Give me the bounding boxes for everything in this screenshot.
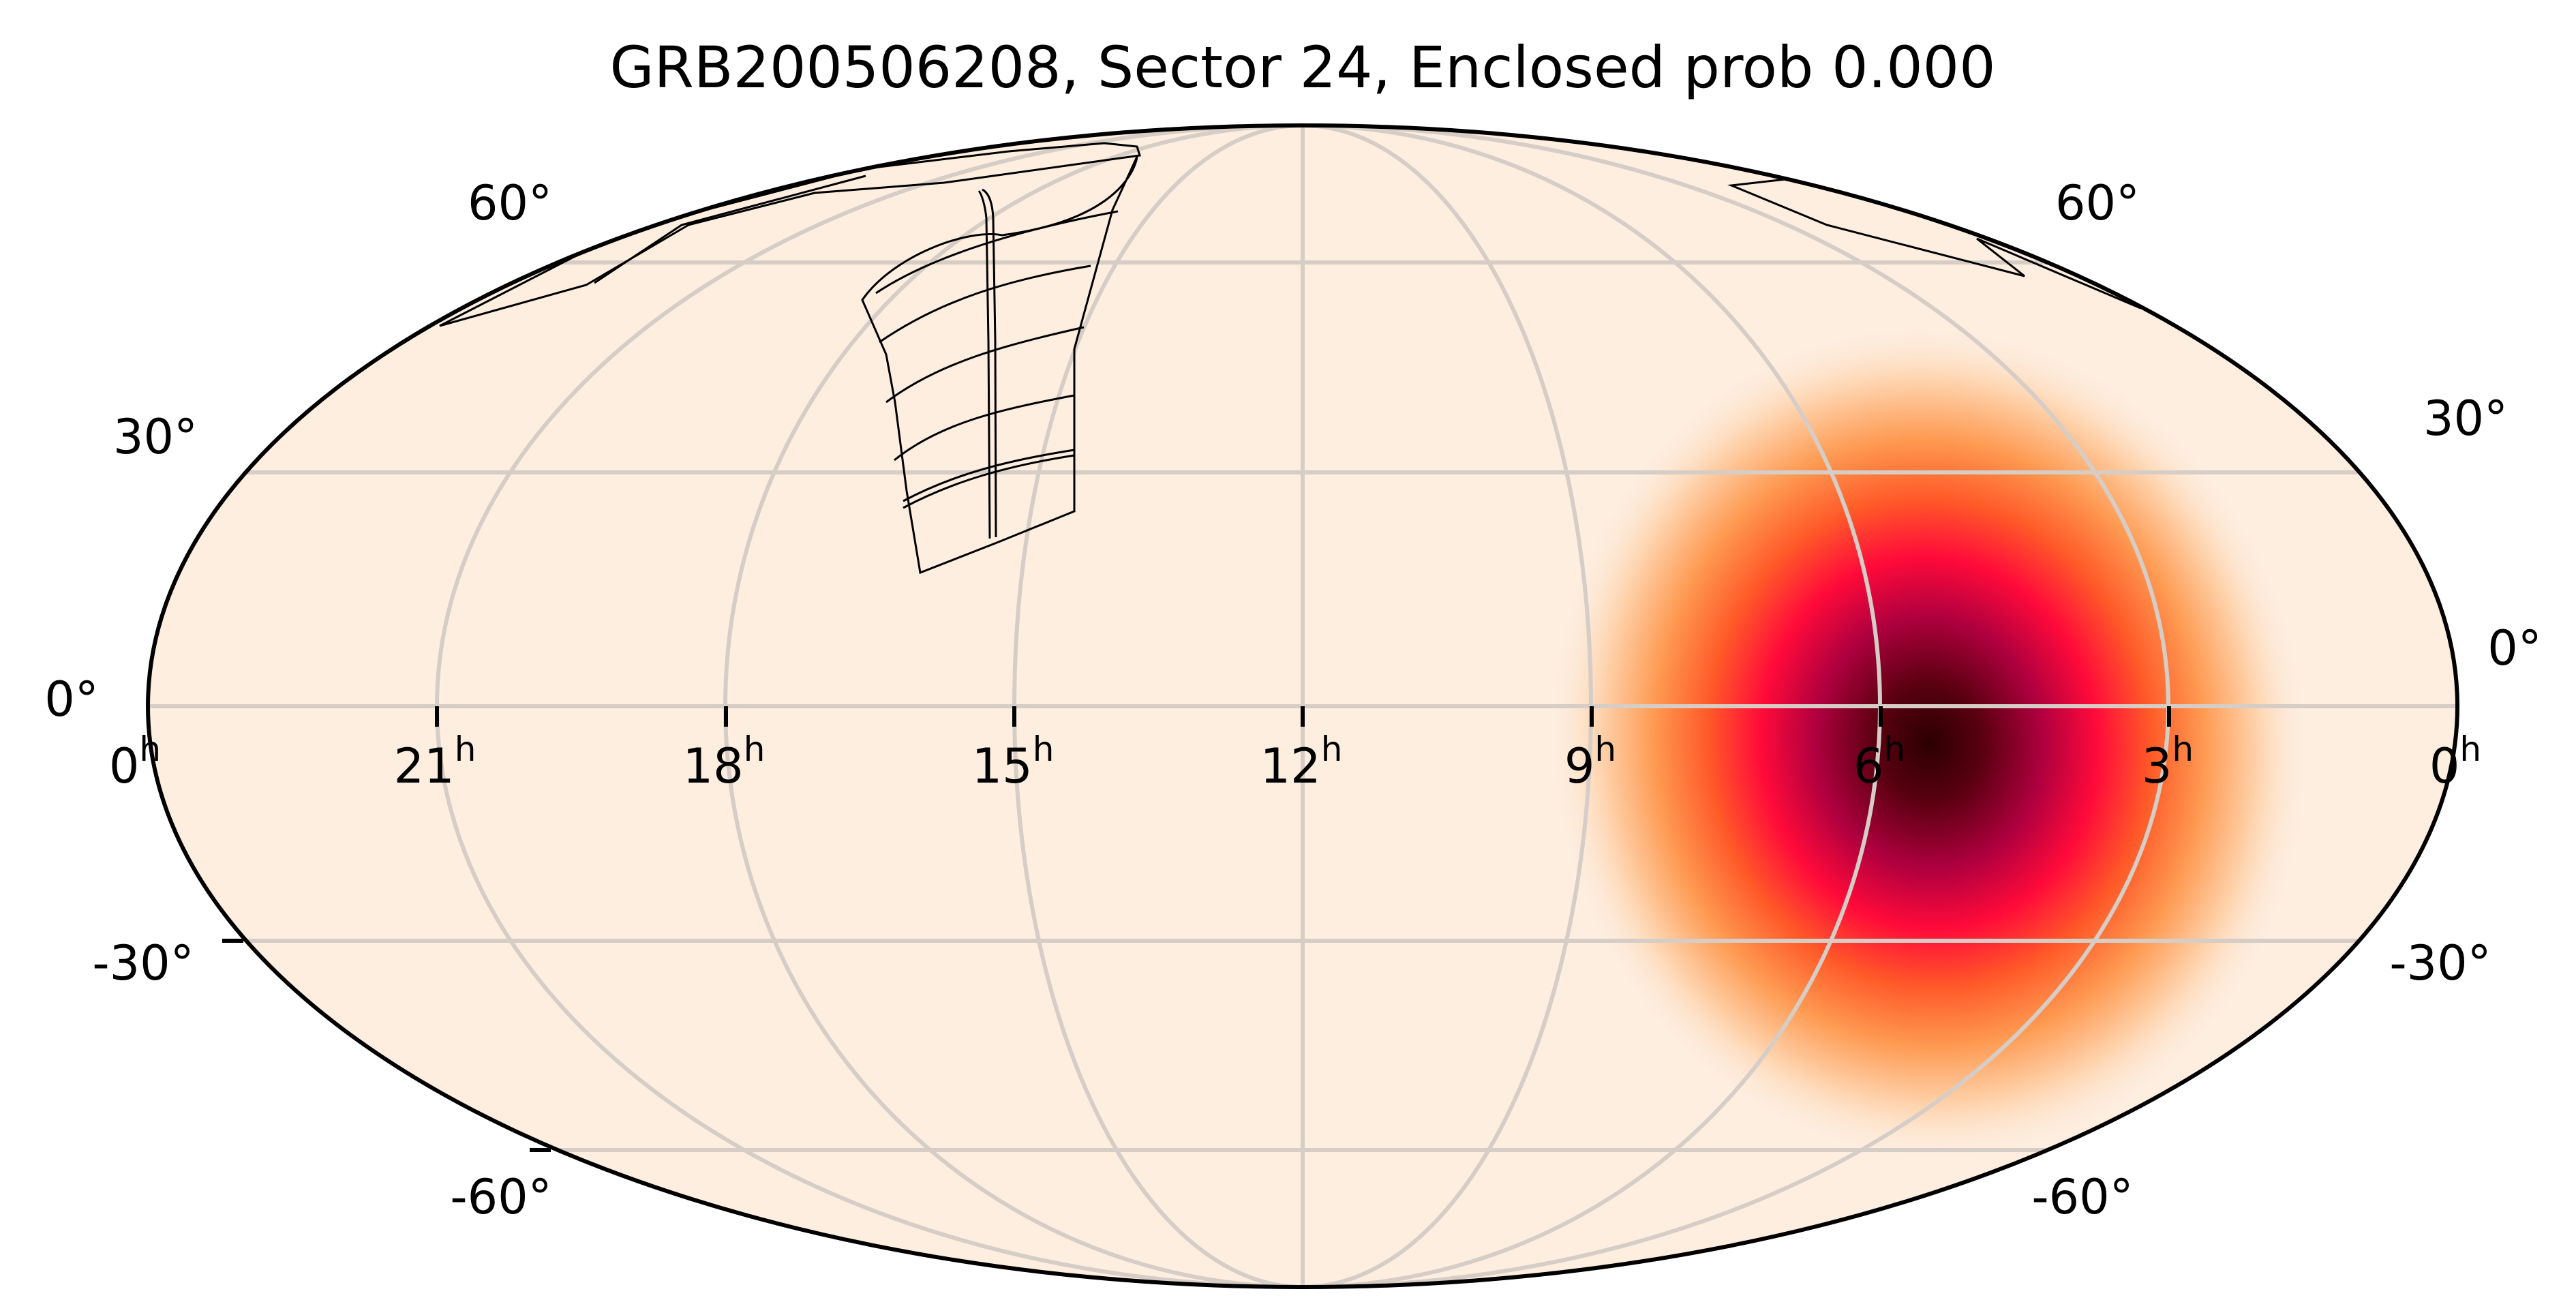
mollweide-map xyxy=(146,123,2459,1289)
footprint-camera-4-inner xyxy=(594,175,866,284)
ra-label-9h: 9h xyxy=(1564,729,1616,794)
map-frame xyxy=(146,123,2459,1289)
footprint-ccd-row-5b xyxy=(903,454,1075,509)
dec-label-left-minus60: -60° xyxy=(450,1169,551,1225)
probability-region xyxy=(1546,321,2312,1165)
dec-label-left-30: 30° xyxy=(113,409,198,465)
ra-label-6h: 6h xyxy=(1853,729,1905,794)
dec-label-left-minus30: -30° xyxy=(92,935,194,991)
footprint-ccd-row-2 xyxy=(879,264,1091,344)
dec-label-right-0: 0° xyxy=(2487,620,2542,676)
ra-ticks xyxy=(435,706,2171,727)
footprint-ccd-divider-vertical xyxy=(978,190,991,539)
dec-label-right-minus30: -30° xyxy=(2389,935,2491,991)
ra-label-15h: 15h xyxy=(972,729,1055,794)
footprint-ccd-row-1 xyxy=(875,210,1119,294)
dec-label-right-30: 30° xyxy=(2423,391,2508,447)
dec-tick-labels-left: 60° 30° 0° -30° -60° xyxy=(44,175,552,1225)
ra-label-12h: 12h xyxy=(1260,729,1343,794)
chart-title: GRB200506208, Sector 24, Enclosed prob 0… xyxy=(609,34,1995,101)
dec-label-right-60: 60° xyxy=(2055,175,2140,231)
ra-label-21h: 21h xyxy=(394,729,476,794)
footprint-ccd-row-4 xyxy=(894,394,1075,462)
footprint-ccd-row-5 xyxy=(903,449,1075,502)
dec-tick-labels-right: 60° 30° 0° -30° -60° xyxy=(2031,175,2541,1225)
footprint-ccd-row-3 xyxy=(885,326,1085,404)
dec-label-left-60: 60° xyxy=(468,175,552,231)
dec-label-right-minus60: -60° xyxy=(2031,1169,2133,1225)
ra-label-0h-right: 0h xyxy=(2429,729,2481,794)
footprint-ccd-divider-vertical-2 xyxy=(982,188,997,538)
ra-label-3h: 3h xyxy=(2142,729,2194,794)
dec-label-left-0: 0° xyxy=(44,671,99,727)
footprint-camera-3 xyxy=(861,156,1138,575)
ra-tick-labels: 0h 21h 18h 15h 12h 9h 6h 3h 0h xyxy=(109,729,2481,794)
ra-label-0h-left: 0h xyxy=(109,729,161,794)
ra-label-18h: 18h xyxy=(683,729,766,794)
